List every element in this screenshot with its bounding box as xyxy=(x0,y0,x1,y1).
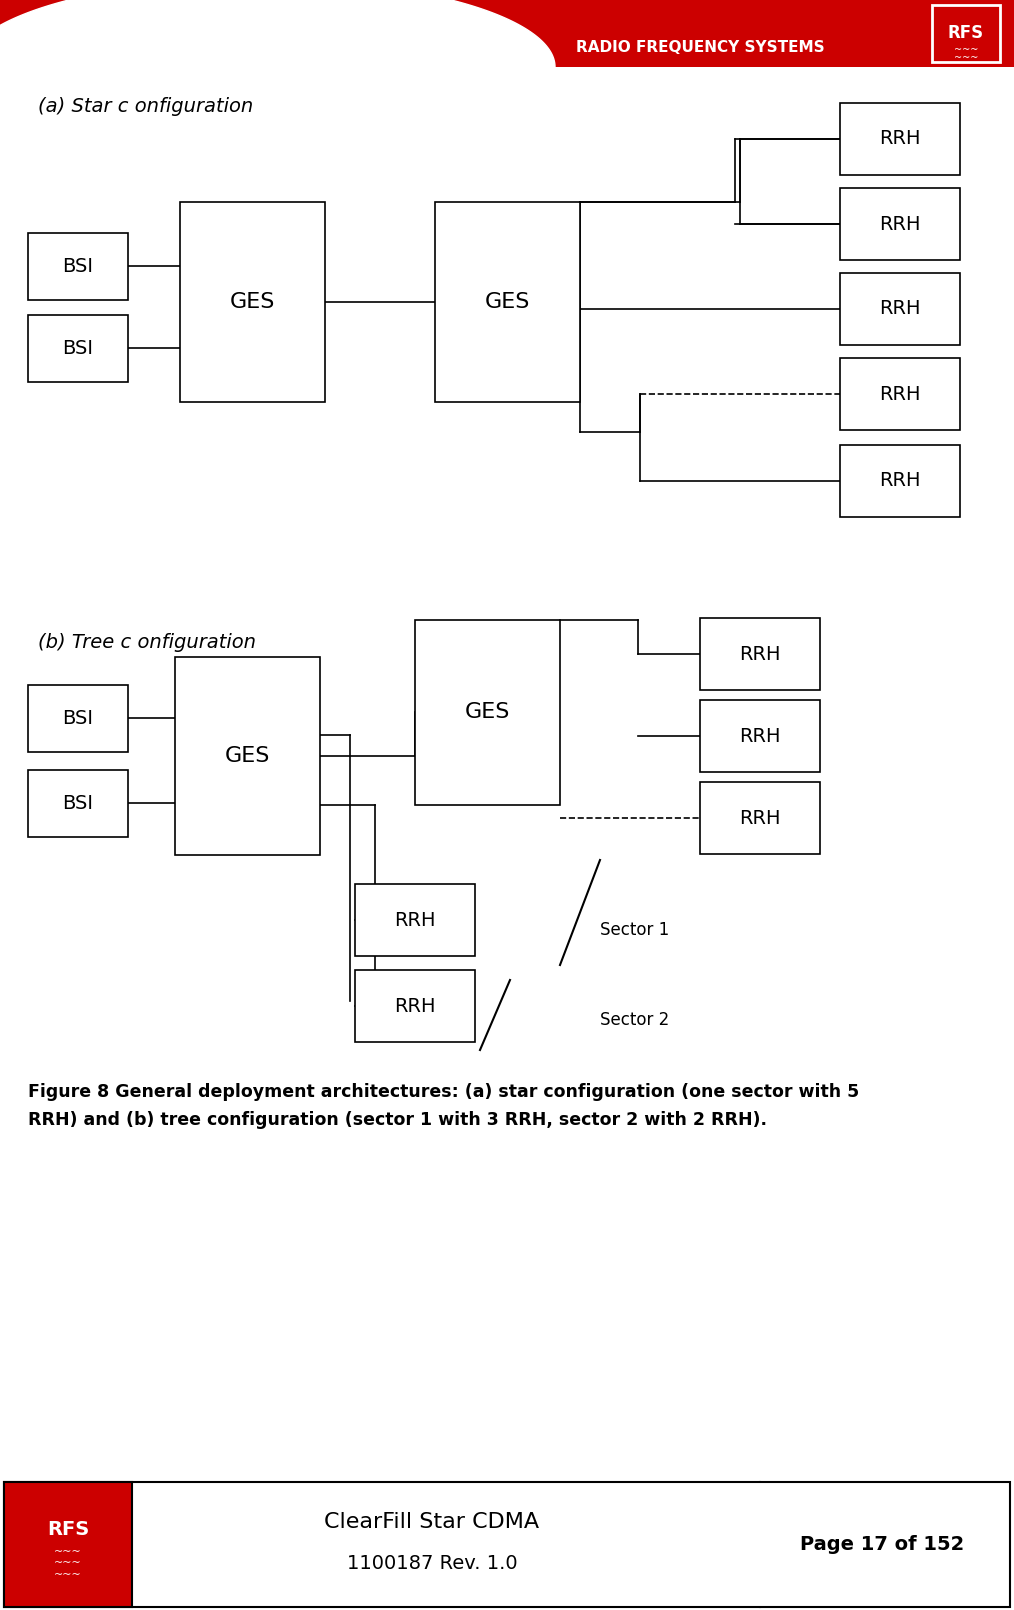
Text: GES: GES xyxy=(225,745,270,766)
Bar xyxy=(700,700,820,773)
Text: (b) Tree c onfiguration: (b) Tree c onfiguration xyxy=(38,633,256,652)
Bar xyxy=(840,444,960,517)
Bar xyxy=(840,274,960,345)
Text: BSI: BSI xyxy=(63,794,93,813)
Bar xyxy=(175,657,320,855)
Text: RFS: RFS xyxy=(948,24,984,42)
Text: 1100187 Rev. 1.0: 1100187 Rev. 1.0 xyxy=(347,1554,517,1573)
Text: GES: GES xyxy=(464,702,510,723)
Text: RRH: RRH xyxy=(739,808,781,828)
Bar xyxy=(0,0,1014,68)
Text: RRH: RRH xyxy=(879,129,921,148)
Bar xyxy=(840,357,960,430)
Text: RFS: RFS xyxy=(47,1520,89,1539)
Text: RRH: RRH xyxy=(879,472,921,491)
Bar xyxy=(415,620,560,805)
Text: ~~~: ~~~ xyxy=(954,45,979,55)
Bar xyxy=(28,233,128,299)
Text: GES: GES xyxy=(230,291,275,312)
Text: RRH) and (b) tree configuration (sector 1 with 3 RRH, sector 2 with 2 RRH).: RRH) and (b) tree configuration (sector … xyxy=(28,1111,767,1129)
Bar xyxy=(4,1481,1010,1607)
Bar xyxy=(700,618,820,691)
Text: RRH: RRH xyxy=(879,385,921,404)
Text: Page 17 of 152: Page 17 of 152 xyxy=(800,1534,964,1554)
Text: RRH: RRH xyxy=(394,911,436,929)
Text: RRH: RRH xyxy=(879,299,921,319)
Text: ~~~
~~~
~~~: ~~~ ~~~ ~~~ xyxy=(54,1547,82,1579)
Text: ~~~: ~~~ xyxy=(954,53,979,63)
Text: Figure 8 General deployment architectures: (a) star configuration (one sector wi: Figure 8 General deployment architecture… xyxy=(28,1084,859,1101)
Text: BSI: BSI xyxy=(63,340,93,357)
Bar xyxy=(840,188,960,259)
Bar xyxy=(4,1481,132,1607)
Text: RRH: RRH xyxy=(739,644,781,663)
Bar xyxy=(28,770,128,837)
Polygon shape xyxy=(0,0,555,68)
Bar xyxy=(435,201,580,402)
Text: ClearFill Star CDMA: ClearFill Star CDMA xyxy=(324,1512,539,1533)
Text: RRH: RRH xyxy=(394,997,436,1016)
Text: RRH: RRH xyxy=(879,214,921,233)
Bar xyxy=(180,201,325,402)
Bar xyxy=(932,5,1000,63)
Bar xyxy=(840,103,960,175)
Bar xyxy=(28,316,128,382)
Text: Sector 2: Sector 2 xyxy=(600,1011,669,1029)
Text: RRH: RRH xyxy=(739,726,781,745)
Text: Sector 1: Sector 1 xyxy=(600,921,669,939)
Text: BSI: BSI xyxy=(63,258,93,275)
Bar xyxy=(28,684,128,752)
Text: (a) Star c onfiguration: (a) Star c onfiguration xyxy=(38,97,254,116)
Bar xyxy=(700,782,820,853)
Text: GES: GES xyxy=(485,291,530,312)
Bar xyxy=(355,884,475,956)
Text: RADIO FREQUENCY SYSTEMS: RADIO FREQUENCY SYSTEMS xyxy=(576,40,824,55)
Text: BSI: BSI xyxy=(63,708,93,728)
Bar xyxy=(355,969,475,1042)
